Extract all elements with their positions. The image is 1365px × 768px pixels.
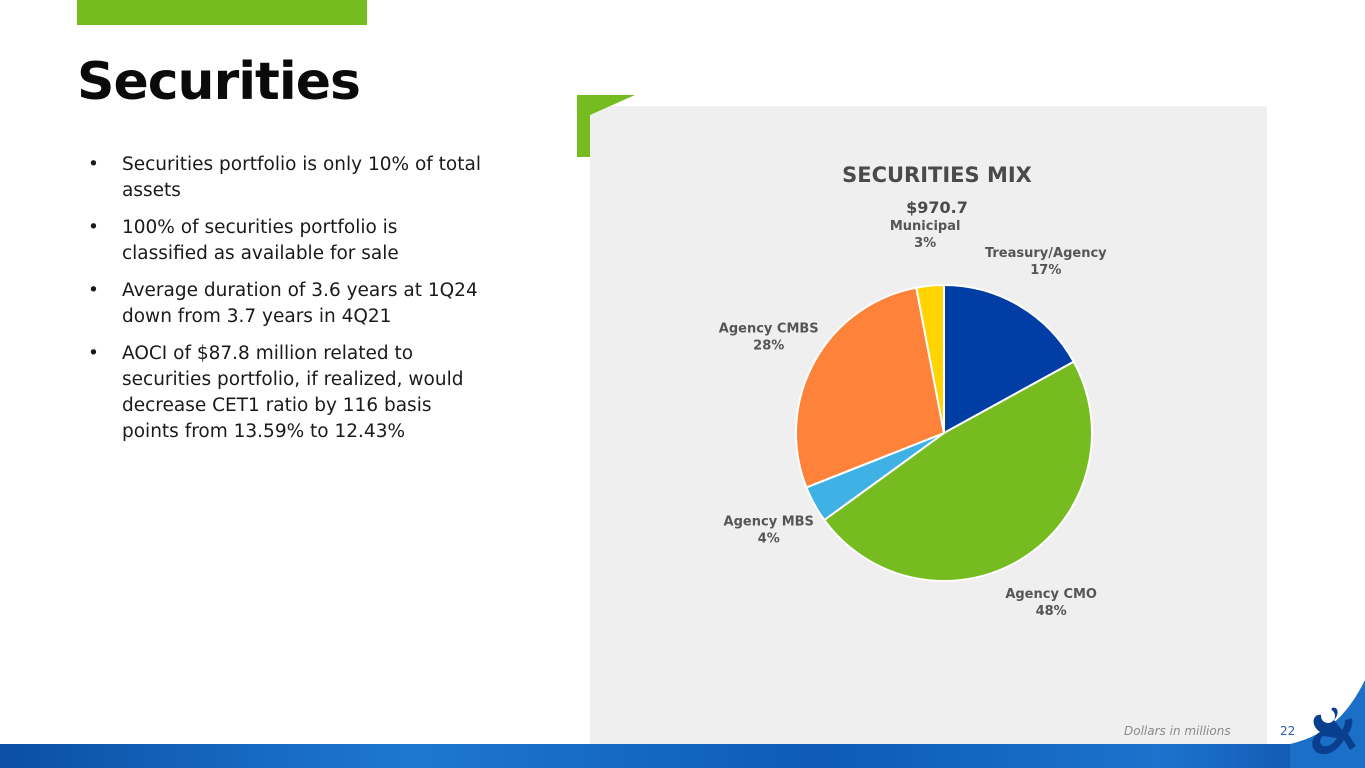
chart-title: SECURITIES MIX xyxy=(842,163,1032,187)
page-number: 22 xyxy=(1280,724,1296,738)
slice-category-label: Agency CMO xyxy=(1005,587,1097,602)
slice-category-label: Agency CMBS xyxy=(719,322,819,337)
slice-category-label: Municipal xyxy=(890,219,961,234)
bullet-item: Securities portfolio is only 10% of tota… xyxy=(88,152,488,204)
slice-value-label: 17% xyxy=(1030,263,1061,278)
pie-slice-treasury-agency xyxy=(943,283,1076,435)
page-title: Securities xyxy=(77,52,361,112)
corner-accent-icon xyxy=(577,95,635,157)
bottom-brand-band xyxy=(0,744,1365,768)
slice-value-label: 48% xyxy=(1036,604,1067,619)
slice-value-label: 3% xyxy=(914,236,936,251)
top-accent-bar xyxy=(77,0,367,25)
brand-ampersand-icon xyxy=(1290,680,1365,768)
bullet-item: AOCI of $87.8 million related to securit… xyxy=(88,341,488,445)
chart-subtitle: $970.7 xyxy=(906,198,968,217)
footnote: Dollars in millions xyxy=(1124,724,1231,738)
bullet-list: Securities portfolio is only 10% of tota… xyxy=(88,152,488,456)
bullet-item: Average duration of 3.6 years at 1Q24 do… xyxy=(88,278,488,330)
pie-slice-agency-cmbs xyxy=(795,286,946,489)
slice-category-label: Treasury/Agency xyxy=(985,246,1107,261)
pie-slice-municipal xyxy=(915,283,945,434)
securities-mix-chart: SECURITIES MIX $970.7 Treasury/Agency 17%… xyxy=(719,163,1107,619)
bullet-item: 100% of securities portfolio is classifi… xyxy=(88,215,488,267)
slice-value-label: 4% xyxy=(758,531,780,546)
pie-slice-agency-cmo xyxy=(822,360,1093,582)
slice-value-label: 28% xyxy=(753,339,784,354)
slice-category-label: Agency MBS xyxy=(724,514,814,529)
